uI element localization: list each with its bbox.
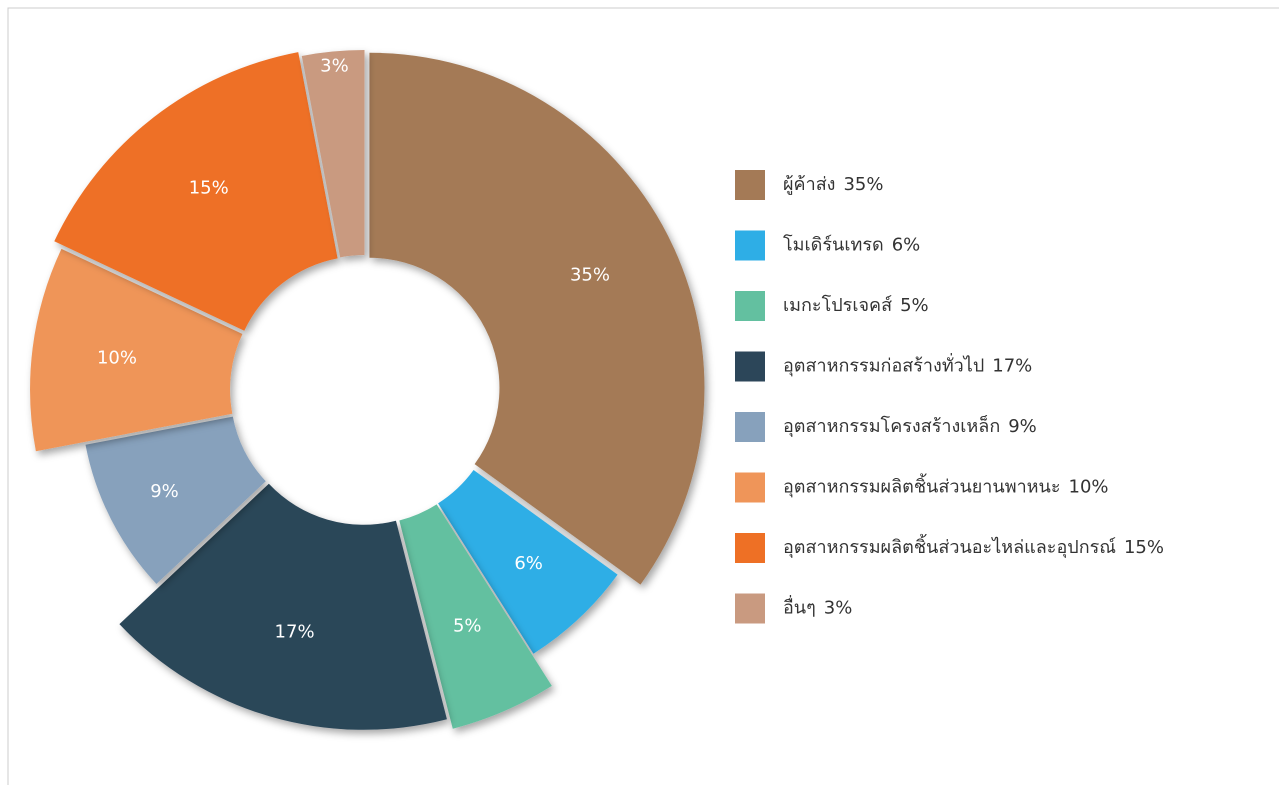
slice — [399, 504, 552, 729]
legend-name: อื่นๆ — [783, 595, 816, 619]
donut: 35% 6% 5% 17% 9% 10% 15% 3% — [30, 50, 705, 730]
legend-label: โมเดิร์นเทรด 6% — [783, 234, 920, 256]
frame — [7, 7, 1279, 785]
legend-swatch — [735, 291, 765, 321]
legend-name: เมกะโปรเจคส์ — [783, 294, 892, 316]
legend-swatch — [735, 351, 765, 382]
slice-label: 9% — [150, 481, 179, 502]
legend-label: อุตสาหกรรมผลิตชิ้นส่วนยานพาหนะ 10% — [783, 474, 1109, 498]
slice-label: 3% — [320, 55, 349, 76]
legend-label: อุตสาหกรรมก่อสร้างทั่วไป 17% — [783, 353, 1032, 377]
slice-label: 15% — [189, 178, 229, 199]
slice — [30, 248, 243, 452]
legend-name: ผู้ค้าส่ง — [783, 174, 835, 195]
legend-value: 35% — [843, 174, 883, 195]
slice — [438, 470, 618, 654]
legend-label: เมกะโปรเจคส์ 5% — [783, 294, 929, 316]
legend-label: อุตสาหกรรมผลิตชิ้นส่วนอะไหล่และอุปกรณ์ 15… — [783, 534, 1164, 558]
slice — [54, 52, 338, 331]
legend-name: อุตสาหกรรมโครงสร้างเหล็ก — [783, 414, 1000, 437]
slice-label: 10% — [97, 348, 137, 369]
legend: ผู้ค้าส่ง 35% โมเดิร์นเทรด 6% เมกะโปรเจคส์ 5%… — [735, 170, 1164, 624]
legend-label: ผู้ค้าส่ง 35% — [783, 174, 884, 195]
legend-value: 17% — [992, 356, 1032, 377]
legend-label: อื่นๆ 3% — [783, 595, 852, 619]
slice-label: 35% — [570, 264, 610, 285]
legend-swatch — [735, 412, 765, 442]
legend-swatch — [735, 230, 765, 261]
legend-name: อุตสาหกรรมผลิตชิ้นส่วนอะไหล่และอุปกรณ์ — [783, 534, 1116, 558]
legend-value: 15% — [1124, 537, 1164, 558]
legend-name: อุตสาหกรรมก่อสร้างทั่วไป — [783, 353, 984, 377]
legend-value: 9% — [1008, 416, 1037, 437]
legend-swatch — [735, 472, 765, 503]
slice — [301, 50, 365, 258]
legend-swatch — [735, 533, 765, 563]
legend-value: 3% — [824, 598, 853, 619]
slice — [85, 416, 266, 584]
legend-swatch — [735, 593, 765, 624]
slice-label: 17% — [275, 621, 315, 642]
slice-label: 6% — [514, 553, 543, 574]
legend-name: โมเดิร์นเทรด — [783, 234, 884, 256]
slice — [119, 483, 447, 730]
legend-name: อุตสาหกรรมผลิตชิ้นส่วนยานพาหนะ — [783, 474, 1061, 498]
legend-label: อุตสาหกรรมโครงสร้างเหล็ก 9% — [783, 414, 1037, 437]
legend-value: 6% — [892, 235, 921, 256]
slice-label: 5% — [453, 615, 482, 636]
legend-value: 10% — [1069, 477, 1109, 498]
legend-swatch — [735, 170, 765, 200]
legend-value: 5% — [900, 295, 929, 316]
slice — [369, 52, 705, 585]
